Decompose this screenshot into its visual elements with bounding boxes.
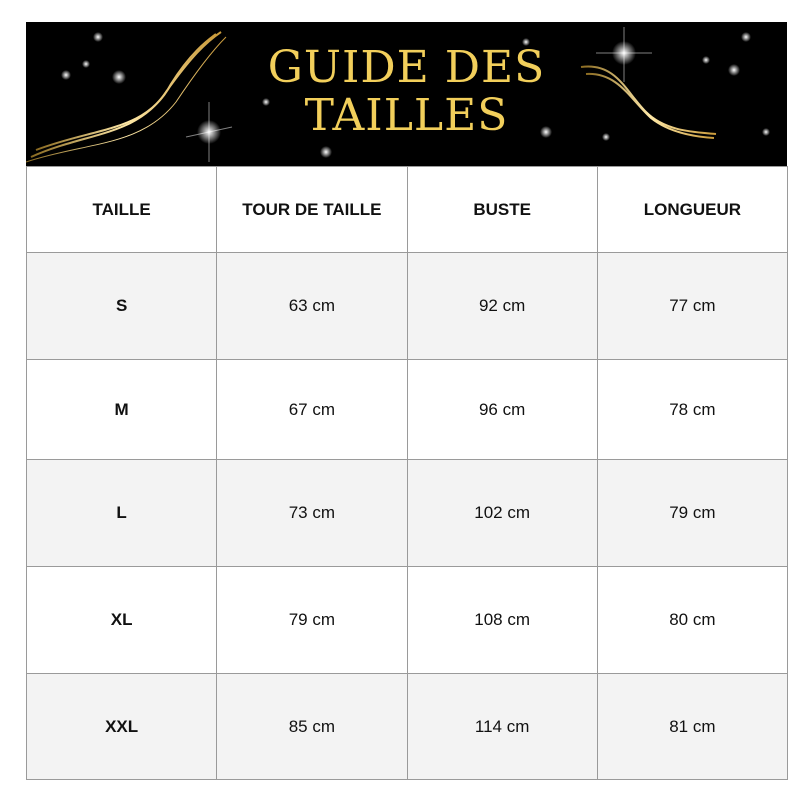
waist-cell: 79 cm	[216, 566, 408, 674]
gold-swirl-left-icon	[26, 31, 227, 163]
bust-cell: 96 cm	[406, 359, 598, 460]
bust-cell: 108 cm	[406, 566, 598, 674]
table-row: M 67 cm 96 cm 78 cm	[25, 359, 789, 460]
gold-swirl-right-icon	[580, 65, 717, 139]
bust-cell: 102 cm	[406, 459, 598, 567]
header-longueur: LONGUEUR	[596, 166, 789, 253]
title-line-1: GUIDE DES	[267, 42, 546, 93]
size-cell: L	[25, 459, 218, 567]
length-cell: 78 cm	[596, 359, 789, 460]
table-row: L 73 cm 102 cm 79 cm	[25, 459, 789, 567]
starry-background-decoration	[26, 27, 770, 163]
waist-cell: 85 cm	[216, 673, 408, 780]
table-row: XXL 85 cm 114 cm 81 cm	[25, 673, 789, 780]
waist-cell: 73 cm	[216, 459, 408, 567]
banner: GUIDE DES TAILLES	[26, 22, 787, 166]
waist-cell: 63 cm	[216, 252, 408, 360]
size-cell: XXL	[25, 673, 218, 780]
size-cell: M	[25, 359, 218, 460]
header-taille: TAILLE	[25, 166, 218, 253]
length-cell: 80 cm	[596, 566, 789, 674]
table-row: XL 79 cm 108 cm 80 cm	[25, 566, 789, 674]
bust-cell: 114 cm	[406, 673, 598, 780]
table-header-row: TAILLE TOUR DE TAILLE BUSTE LONGUEUR	[25, 166, 789, 253]
header-tour-de-taille: TOUR DE TAILLE	[216, 166, 408, 253]
table-row: S 63 cm 92 cm 77 cm	[25, 252, 789, 360]
size-cell: XL	[25, 566, 218, 674]
header-buste: BUSTE	[406, 166, 598, 253]
page-title: GUIDE DES TAILLES	[26, 44, 787, 140]
length-cell: 77 cm	[596, 252, 789, 360]
size-cell: S	[25, 252, 218, 360]
title-line-2: TAILLES	[304, 90, 509, 141]
size-chart-table: TAILLE TOUR DE TAILLE BUSTE LONGUEUR S 6…	[25, 166, 789, 780]
length-cell: 81 cm	[596, 673, 789, 780]
length-cell: 79 cm	[596, 459, 789, 567]
bust-cell: 92 cm	[406, 252, 598, 360]
waist-cell: 67 cm	[216, 359, 408, 460]
